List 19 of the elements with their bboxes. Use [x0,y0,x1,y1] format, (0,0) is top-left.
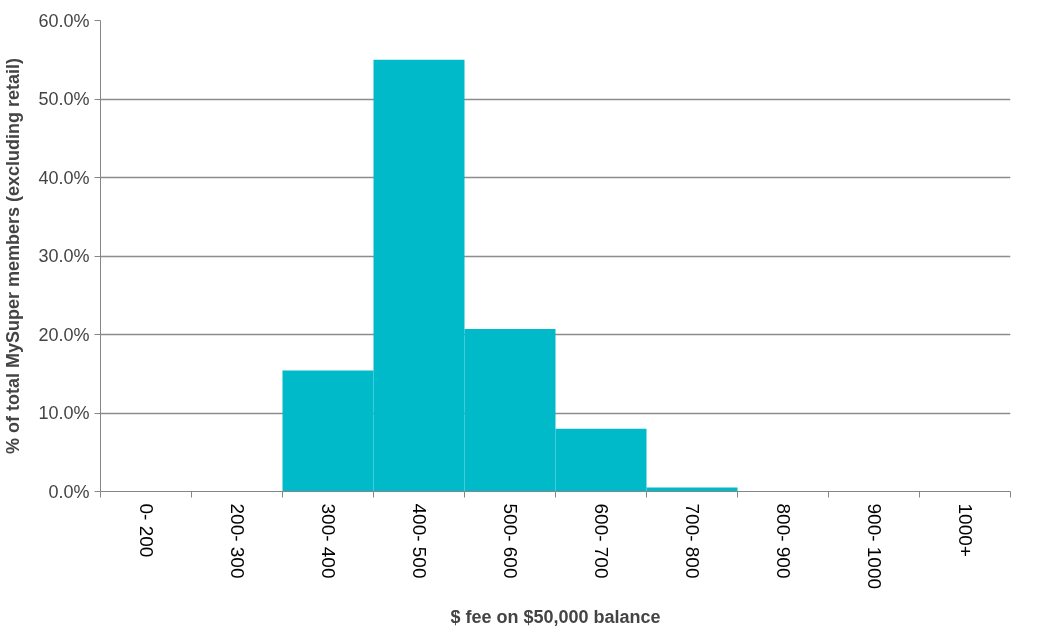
y-tick-label: 20.0% [38,324,90,345]
y-tick-label: 10.0% [38,403,90,423]
x-tick-label: 600- 700 [590,503,612,579]
x-tick-label: 500- 600 [499,503,521,579]
y-tick-label: 0.0% [48,481,90,502]
x-tick-label: 300- 400 [317,503,339,579]
x-tick-label: 900- 1000 [863,503,885,590]
y-tick-label: 60.0% [38,10,90,31]
x-tick-label: 800- 900 [772,503,794,579]
y-tick-label: 40.0% [38,167,90,188]
y-tick-label: 50.0% [38,89,90,109]
x-tick-label: 700- 800 [681,503,703,579]
x-tick-label: 400- 500 [408,503,430,579]
x-tick-label: 0- 200 [135,503,157,558]
y-axis-title: % of total MySuper members (excluding retail) [3,57,24,455]
y-tick-label: 30.0% [38,246,90,266]
x-tick-label: 1000+ [954,503,976,557]
x-axis-title: $ fee on $50,000 balance [450,607,661,628]
x-tick-label: 200- 300 [226,503,248,579]
